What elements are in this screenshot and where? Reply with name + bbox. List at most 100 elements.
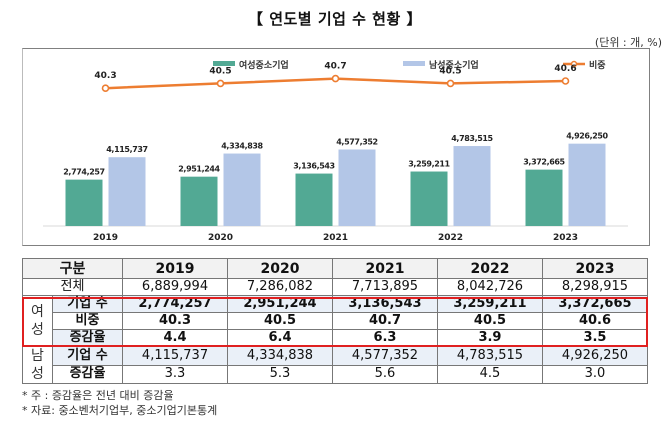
bar-female bbox=[180, 176, 218, 226]
cell: 2,951,244 bbox=[227, 295, 333, 313]
cell: 40.7 bbox=[331, 312, 438, 330]
footnote: * 자료: 중소벤처기업부, 중소기업기본통계 bbox=[22, 404, 218, 417]
group-label-female: 여성 bbox=[22, 295, 53, 347]
legend-label: 여성중소기업 bbox=[239, 59, 289, 71]
unit-label: (단위 : 개, %) bbox=[594, 36, 662, 49]
cell: 8,042,726 bbox=[436, 278, 543, 296]
ratio-label: 40.5 bbox=[209, 66, 231, 76]
table-row-total: 전체 6,889,994 7,286,082 7,713,895 8,042,7… bbox=[21, 278, 649, 296]
x-tick-label: 2023 bbox=[553, 233, 578, 243]
x-tick-label: 2022 bbox=[438, 233, 463, 243]
row-label: 기업 수 bbox=[51, 346, 124, 366]
cell: 5.6 bbox=[331, 364, 438, 384]
table-row-male-count: 남성 기업 수 4,115,737 4,334,838 4,577,352 4,… bbox=[22, 346, 649, 384]
cell: 8,298,915 bbox=[541, 278, 649, 296]
cell: 3.5 bbox=[541, 329, 649, 347]
row-label: 증감율 bbox=[51, 364, 124, 384]
header-cell: 2021 bbox=[331, 258, 438, 279]
x-tick-label: 2020 bbox=[208, 233, 233, 243]
legend-marker bbox=[570, 60, 578, 68]
cell: 6,889,994 bbox=[122, 278, 228, 296]
cell: 3.0 bbox=[541, 364, 649, 384]
cell: 4,783,515 bbox=[436, 346, 543, 366]
cell: 4,115,737 bbox=[122, 346, 228, 366]
header-cell: 2022 bbox=[436, 258, 543, 279]
x-tick-label: 2021 bbox=[323, 233, 348, 243]
data-label-female: 3,136,543 bbox=[293, 162, 334, 171]
cell: 7,713,895 bbox=[331, 278, 438, 296]
table-row-male-growth: 증감율 3.3 5.3 5.6 4.5 3.0 bbox=[23, 364, 649, 384]
data-label-female: 2,774,257 bbox=[63, 168, 104, 177]
data-label-female: 2,951,244 bbox=[178, 165, 220, 174]
table-header-row: 구분 2019 2020 2021 2022 2023 bbox=[21, 258, 649, 279]
cell: 40.3 bbox=[122, 312, 228, 330]
cell: 7,286,082 bbox=[227, 278, 333, 296]
bar-female bbox=[410, 171, 448, 226]
group-label-male: 남성 bbox=[22, 346, 53, 384]
table-row-female-growth: 증감율 4.4 6.4 6.3 3.9 3.5 bbox=[23, 329, 649, 347]
header-cell: 2023 bbox=[541, 258, 649, 279]
chart-frame: 여성중소기업 남성중소기업 비중 2,774,257 4,115,737 2019 2,95… bbox=[22, 48, 650, 246]
header-cell: 2020 bbox=[227, 258, 333, 279]
cell: 3.3 bbox=[122, 364, 228, 384]
ratio-marker bbox=[101, 84, 110, 93]
row-label: 전체 bbox=[21, 278, 124, 296]
header-cell: 구분 bbox=[21, 258, 124, 279]
legend-swatch bbox=[403, 61, 425, 66]
bar-female bbox=[295, 173, 333, 226]
cell: 6.3 bbox=[331, 329, 438, 347]
page-title: 【 연도별 기업 수 현황 】 bbox=[247, 10, 422, 28]
data-label-male: 4,115,737 bbox=[106, 145, 147, 154]
bar-male bbox=[568, 143, 606, 226]
footnotes: * 주 : 증감율은 전년 대비 증감율 * 자료: 중소벤처기업부, 중소기업… bbox=[22, 388, 217, 418]
cell: 4.5 bbox=[436, 364, 543, 384]
data-table: 구분 2019 2020 2021 2022 2023 전체 6,889,994… bbox=[21, 258, 649, 384]
row-label: 기업 수 bbox=[51, 295, 124, 313]
ratio-marker bbox=[446, 79, 455, 88]
ratio-marker bbox=[216, 79, 225, 88]
legend-swatch bbox=[213, 61, 235, 66]
bar-female bbox=[65, 179, 103, 226]
x-tick-label: 2019 bbox=[93, 233, 118, 243]
legend-label: 남성중소기업 bbox=[429, 59, 479, 71]
bar-male bbox=[108, 157, 146, 226]
data-label-male: 4,334,838 bbox=[221, 142, 263, 151]
bar-male bbox=[223, 153, 261, 226]
cell: 6.4 bbox=[227, 329, 333, 347]
group-text: 여성 bbox=[31, 304, 44, 338]
data-label-male: 4,926,250 bbox=[566, 132, 608, 141]
cell: 4,334,838 bbox=[227, 346, 333, 366]
group-text: 남성 bbox=[31, 348, 44, 382]
table-row-female-ratio: 비중 40.3 40.5 40.7 40.5 40.6 bbox=[23, 312, 649, 330]
cell: 3.9 bbox=[436, 329, 543, 347]
cell: 5.3 bbox=[227, 364, 333, 384]
cell: 40.5 bbox=[227, 312, 333, 330]
cell: 3,259,211 bbox=[436, 295, 543, 313]
cell: 3,136,543 bbox=[331, 295, 438, 313]
data-label-female: 3,372,665 bbox=[523, 158, 565, 167]
bar-male bbox=[338, 149, 376, 226]
cell: 4.4 bbox=[122, 329, 228, 347]
ratio-marker bbox=[331, 74, 340, 83]
ratio-label: 40.5 bbox=[439, 66, 461, 76]
cell: 40.6 bbox=[541, 312, 649, 330]
cell: 40.5 bbox=[436, 312, 543, 330]
row-label: 비중 bbox=[51, 312, 124, 330]
bar-female bbox=[525, 169, 563, 226]
cell: 2,774,257 bbox=[122, 295, 228, 313]
footnote: * 주 : 증감율은 전년 대비 증감율 bbox=[22, 389, 174, 402]
data-label-female: 3,259,211 bbox=[408, 160, 450, 169]
header-cell: 2019 bbox=[122, 258, 228, 279]
combo-chart: 여성중소기업 남성중소기업 비중 2,774,257 4,115,737 2019 2,95… bbox=[43, 59, 628, 243]
row-label: 증감율 bbox=[51, 329, 124, 347]
table-row-female-count: 여성 기업 수 2,774,257 2,951,244 3,136,543 3,… bbox=[22, 295, 649, 347]
bar-male bbox=[453, 146, 491, 226]
cell: 3,372,665 bbox=[541, 295, 649, 313]
ratio-label: 40.3 bbox=[94, 71, 116, 81]
ratio-label: 40.7 bbox=[324, 62, 346, 72]
cell: 4,577,352 bbox=[331, 346, 438, 366]
ratio-marker bbox=[561, 77, 570, 85]
cell: 4,926,250 bbox=[541, 346, 649, 366]
legend-label: 비중 bbox=[589, 59, 606, 71]
data-label-male: 4,783,515 bbox=[451, 134, 493, 143]
